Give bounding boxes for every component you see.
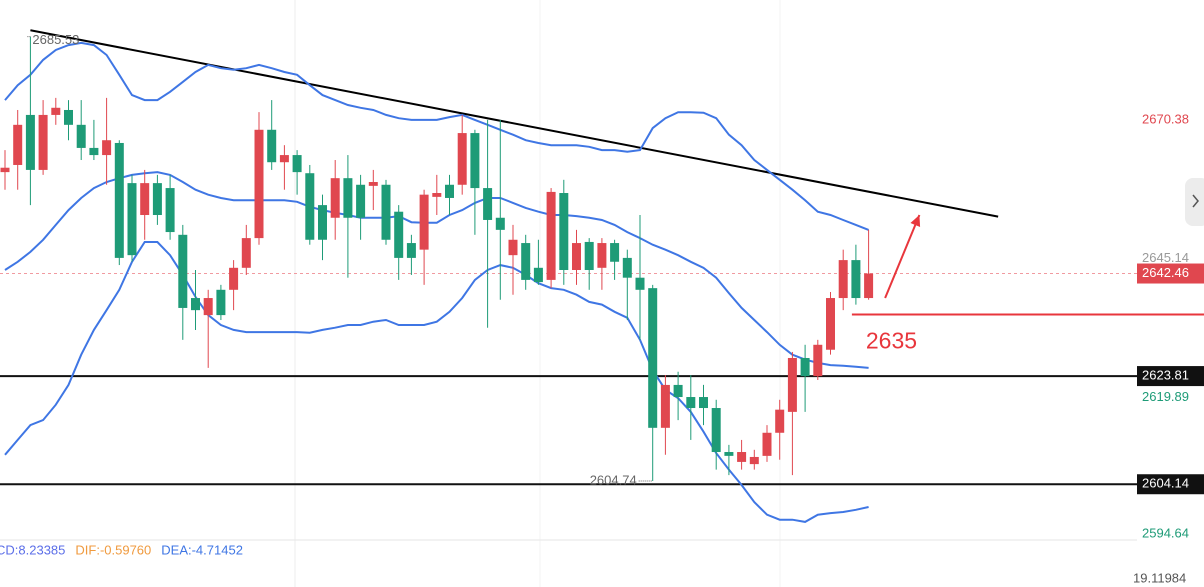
bollinger-lower: [4, 241, 869, 523]
candle-body: [495, 217, 505, 230]
candle-body: [152, 183, 162, 216]
candle-body: [775, 409, 785, 433]
candle-body: [864, 273, 874, 299]
arrow-shaft: [884, 214, 921, 299]
scroll-chevron: [1192, 194, 1199, 208]
candle-body: [521, 243, 531, 280]
candle-body: [254, 129, 264, 239]
candle-body: [813, 344, 823, 377]
candle-body: [279, 155, 289, 163]
candle-body: [229, 267, 239, 290]
candle-body: [216, 289, 226, 316]
candle-body: [826, 298, 835, 350]
candle-body: [89, 147, 99, 156]
candle-body: [330, 178, 340, 218]
candle-body: [76, 124, 86, 148]
candle-body: [762, 432, 772, 456]
candle-body: [546, 191, 556, 280]
candle-body: [584, 241, 594, 270]
candle-body: [800, 357, 810, 377]
candle-body: [343, 178, 353, 218]
arrow-head: [910, 215, 921, 227]
candle-body: [724, 452, 734, 456]
bollinger-upper: [4, 41, 869, 231]
candle-body: [140, 183, 150, 216]
candle-body: [191, 298, 200, 311]
candle-body: [470, 133, 480, 189]
candle-body: [711, 408, 721, 453]
candle-body: [127, 183, 137, 256]
price-label: 2623.81: [1142, 368, 1189, 383]
high-label: 2685.53: [32, 32, 79, 47]
price-label: 2642.46: [1142, 265, 1189, 280]
candle-body: [572, 243, 581, 270]
candle-body: [356, 184, 366, 218]
candle-body: [851, 260, 861, 299]
candle-body: [25, 114, 35, 170]
candle-body: [203, 298, 213, 316]
macd-label: CD:8.23385: [0, 542, 65, 557]
price-label: 2604.14: [1142, 476, 1189, 491]
candle-body: [419, 194, 429, 250]
candle-body: [102, 140, 112, 156]
candle-body: [508, 239, 518, 256]
candle-body: [483, 188, 493, 220]
candle-body: [394, 211, 404, 258]
candle-body: [267, 129, 277, 163]
candle-body: [114, 142, 124, 258]
candle-body: [660, 384, 670, 428]
candle-body: [51, 107, 61, 115]
candle-body: [241, 238, 251, 268]
support-label: 2635: [866, 328, 917, 354]
candle-body: [381, 184, 391, 240]
candle-body: [787, 357, 797, 412]
candle-body: [38, 114, 48, 170]
candle-body: [0, 167, 10, 173]
price-label: 2594.64: [1142, 525, 1189, 540]
candle-body: [737, 452, 747, 462]
candle-body: [292, 155, 302, 173]
candle-body: [533, 267, 543, 283]
candle-body: [838, 260, 848, 299]
candle-body: [749, 456, 759, 465]
macd-axis-label: 19.11984: [1133, 570, 1186, 585]
candle-body: [457, 133, 467, 185]
low-label: 2604.74: [590, 472, 637, 487]
candle-body: [597, 243, 607, 268]
macd-label: DIF:-0.59760: [75, 542, 151, 557]
price-label: 2670.38: [1142, 111, 1189, 126]
candle-body: [432, 193, 442, 197]
candle-body: [445, 184, 454, 198]
bollinger-middle: [4, 171, 869, 369]
candle-body: [406, 243, 416, 258]
candle-body: [686, 397, 696, 409]
candle-body: [305, 173, 315, 240]
candle-body: [178, 234, 188, 308]
candle-body: [635, 277, 645, 290]
candle-body: [318, 205, 327, 240]
candle-body: [13, 124, 23, 165]
candle-body: [165, 188, 175, 233]
trendline: [30, 29, 999, 218]
candle-body: [368, 182, 378, 186]
price-label: 2619.89: [1142, 389, 1189, 404]
candle-body: [64, 109, 73, 125]
candle-body: [559, 193, 569, 270]
candle-body: [648, 288, 658, 428]
price-label-box: [1137, 366, 1204, 387]
price-label-box: [1137, 474, 1204, 495]
macd-label: DEA:-4.71452: [161, 542, 243, 557]
candle-body: [622, 257, 632, 278]
price-label: 2645.14: [1142, 250, 1189, 265]
candle-body: [699, 397, 708, 409]
candle-body: [610, 243, 620, 262]
price-label-box: [1137, 263, 1204, 284]
candle-body: [673, 384, 683, 398]
scroll-button[interactable]: [1185, 178, 1204, 226]
